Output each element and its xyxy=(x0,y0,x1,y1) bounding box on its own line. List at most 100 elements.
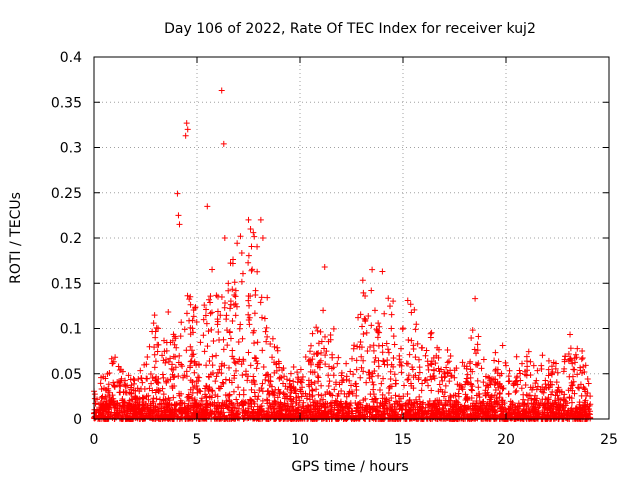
data-point xyxy=(564,400,571,407)
data-point xyxy=(179,410,186,417)
data-point xyxy=(178,319,185,326)
data-point xyxy=(334,400,341,407)
data-point xyxy=(408,309,415,316)
data-point xyxy=(330,372,337,379)
data-point xyxy=(522,371,529,378)
data-point xyxy=(197,388,204,395)
data-point xyxy=(149,328,156,335)
data-point xyxy=(322,404,329,411)
data-point xyxy=(170,366,177,373)
data-point xyxy=(244,377,251,384)
data-point xyxy=(448,372,455,379)
data-point xyxy=(266,390,273,397)
data-point xyxy=(171,341,178,348)
data-point xyxy=(468,395,475,402)
data-point xyxy=(149,374,156,381)
data-point xyxy=(506,367,513,374)
data-point xyxy=(218,363,225,370)
data-point xyxy=(202,391,209,398)
data-point xyxy=(153,324,160,331)
data-point xyxy=(203,362,210,369)
data-point xyxy=(189,403,196,410)
data-point xyxy=(397,359,404,366)
data-point xyxy=(357,404,364,411)
data-point xyxy=(290,412,297,419)
data-point xyxy=(220,346,227,353)
data-point xyxy=(355,314,362,321)
data-point xyxy=(99,401,106,408)
data-point xyxy=(373,403,380,410)
data-point xyxy=(125,372,132,379)
data-point xyxy=(556,407,563,414)
data-point xyxy=(425,409,432,416)
data-point xyxy=(153,386,160,393)
data-point xyxy=(386,410,393,417)
data-point xyxy=(212,378,219,385)
data-point xyxy=(315,410,322,417)
data-point xyxy=(271,392,278,399)
data-point xyxy=(362,395,369,402)
data-point xyxy=(143,401,150,408)
data-point xyxy=(580,363,587,370)
data-point xyxy=(405,372,412,379)
data-point xyxy=(406,406,413,413)
data-point xyxy=(446,378,453,385)
data-point xyxy=(549,388,556,395)
data-point xyxy=(322,391,329,398)
data-point xyxy=(188,347,195,354)
data-point xyxy=(315,391,322,398)
data-point xyxy=(155,325,162,332)
data-point xyxy=(163,339,170,346)
data-point xyxy=(106,369,113,376)
data-point xyxy=(474,347,481,354)
data-point xyxy=(304,409,311,416)
data-point xyxy=(475,384,482,391)
data-point xyxy=(225,280,232,287)
data-point xyxy=(121,398,128,405)
data-point xyxy=(359,277,366,284)
data-point xyxy=(305,377,312,384)
data-point xyxy=(473,398,480,405)
data-point xyxy=(183,310,190,317)
data-point xyxy=(335,354,342,361)
data-point xyxy=(410,342,417,349)
data-point xyxy=(183,368,190,375)
data-point xyxy=(232,412,239,419)
data-point xyxy=(492,349,499,356)
data-point xyxy=(467,412,474,419)
data-point xyxy=(473,400,480,407)
data-point xyxy=(430,402,437,409)
data-point xyxy=(304,402,311,409)
data-point xyxy=(178,361,185,368)
data-point xyxy=(214,404,221,411)
data-point xyxy=(202,312,209,319)
data-point xyxy=(439,377,446,384)
data-point xyxy=(201,302,208,309)
data-point xyxy=(505,411,512,418)
data-point xyxy=(232,312,239,319)
data-point xyxy=(198,397,205,404)
data-point xyxy=(561,391,568,398)
data-point xyxy=(262,415,269,422)
data-point xyxy=(206,384,213,391)
data-point xyxy=(253,365,260,372)
data-point xyxy=(190,313,197,320)
data-point xyxy=(114,407,121,414)
data-point xyxy=(383,396,390,403)
data-point xyxy=(245,317,252,324)
data-point xyxy=(528,395,535,402)
data-point xyxy=(575,410,582,417)
data-point xyxy=(232,360,239,367)
data-point xyxy=(203,410,210,417)
data-point xyxy=(207,299,214,306)
data-point xyxy=(422,376,429,383)
data-point xyxy=(549,368,556,375)
data-point xyxy=(574,345,581,352)
data-point xyxy=(294,369,301,376)
data-point xyxy=(559,403,566,410)
data-point xyxy=(400,325,406,332)
data-point xyxy=(115,412,122,419)
data-point xyxy=(227,298,234,305)
data-point xyxy=(388,383,395,390)
data-point xyxy=(368,287,375,294)
